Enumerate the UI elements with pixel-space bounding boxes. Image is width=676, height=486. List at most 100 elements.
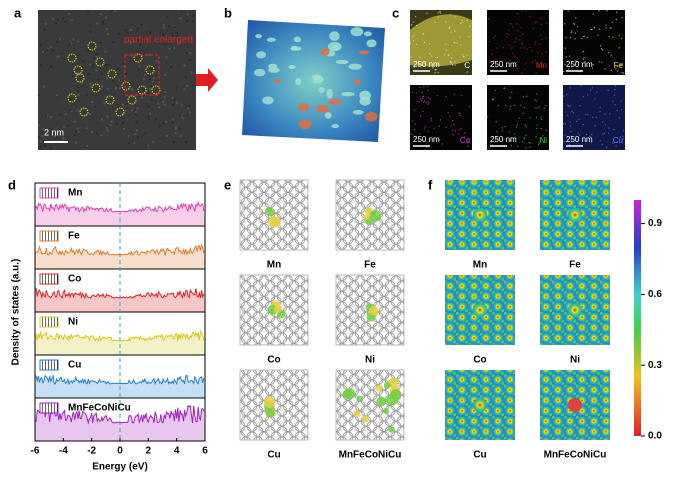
legend-swatch [39, 359, 59, 371]
noise [173, 98, 176, 101]
noise [176, 34, 179, 37]
noise [64, 20, 67, 23]
panel-label: d [8, 177, 16, 192]
peak [328, 98, 342, 105]
peak [312, 75, 324, 84]
annotation: partial enlarged [124, 35, 193, 46]
noise [46, 115, 49, 118]
atom-circle [133, 53, 143, 63]
signal [451, 62, 453, 64]
signal [570, 130, 572, 133]
signal [607, 132, 610, 134]
signal [410, 56, 412, 58]
noise [129, 28, 132, 31]
noise [104, 50, 107, 53]
signal [567, 10, 569, 12]
noise [92, 57, 95, 60]
noise [159, 125, 162, 128]
signal [426, 146, 428, 148]
signal [413, 34, 415, 36]
signal [523, 137, 525, 139]
signal [506, 33, 508, 35]
signal [461, 94, 463, 96]
signal [599, 140, 601, 142]
peak [290, 46, 302, 51]
signal [450, 60, 452, 63]
peak [329, 31, 340, 41]
signal [575, 17, 577, 19]
signal [536, 93, 538, 95]
noise [163, 91, 166, 94]
signal [438, 139, 441, 141]
noise [89, 82, 92, 85]
noise [68, 13, 71, 16]
charge-density [376, 396, 387, 407]
signal [451, 104, 453, 107]
peak [358, 50, 370, 55]
noise [89, 30, 92, 33]
signal [414, 138, 417, 140]
signal [427, 96, 429, 98]
noise [85, 127, 88, 130]
peak [324, 112, 332, 119]
signal [539, 43, 541, 45]
noise [101, 20, 104, 23]
signal [620, 37, 623, 39]
signal [512, 25, 514, 28]
signal [563, 95, 565, 97]
noise [122, 65, 125, 68]
signal [468, 35, 470, 38]
noise [171, 97, 174, 100]
colorbar-tick-label: 0.0 [648, 431, 662, 442]
signal [450, 31, 452, 33]
noise [143, 78, 146, 81]
noise [188, 111, 191, 114]
peak [354, 78, 361, 85]
signal [594, 125, 596, 127]
signal [510, 105, 512, 107]
noise [183, 64, 186, 67]
signal [600, 45, 602, 47]
noise [143, 87, 146, 90]
signal [445, 96, 447, 98]
noise [74, 130, 77, 133]
signal [429, 52, 431, 55]
peak [295, 78, 302, 86]
signal [523, 138, 525, 140]
signal [497, 138, 499, 140]
noise [122, 63, 125, 66]
signal [510, 145, 513, 147]
signal [448, 54, 450, 56]
signal [606, 10, 608, 12]
noise [147, 115, 150, 118]
noise [162, 122, 165, 125]
signal [592, 13, 594, 15]
noise [106, 115, 109, 118]
signal [430, 117, 432, 119]
noise [190, 71, 193, 74]
signal [540, 24, 542, 26]
noise [99, 67, 102, 70]
signal [519, 39, 521, 41]
legend-label: Cu [68, 360, 81, 371]
noise [192, 84, 195, 87]
signal [531, 50, 533, 52]
signal [582, 50, 585, 53]
element-label: Fe [614, 61, 624, 70]
noise [134, 113, 137, 116]
signal [452, 64, 454, 66]
atom-circle [95, 57, 105, 67]
signal [509, 59, 512, 61]
signal [591, 133, 593, 136]
signal [453, 124, 455, 126]
noise [41, 128, 44, 131]
noise [192, 15, 195, 18]
noise [185, 52, 188, 55]
signal [494, 89, 496, 92]
signal [601, 48, 603, 50]
signal [423, 85, 425, 88]
structure-label: MnFeCoNiCu [339, 450, 402, 461]
noise [99, 42, 102, 45]
signal [582, 58, 584, 60]
signal [428, 102, 430, 104]
